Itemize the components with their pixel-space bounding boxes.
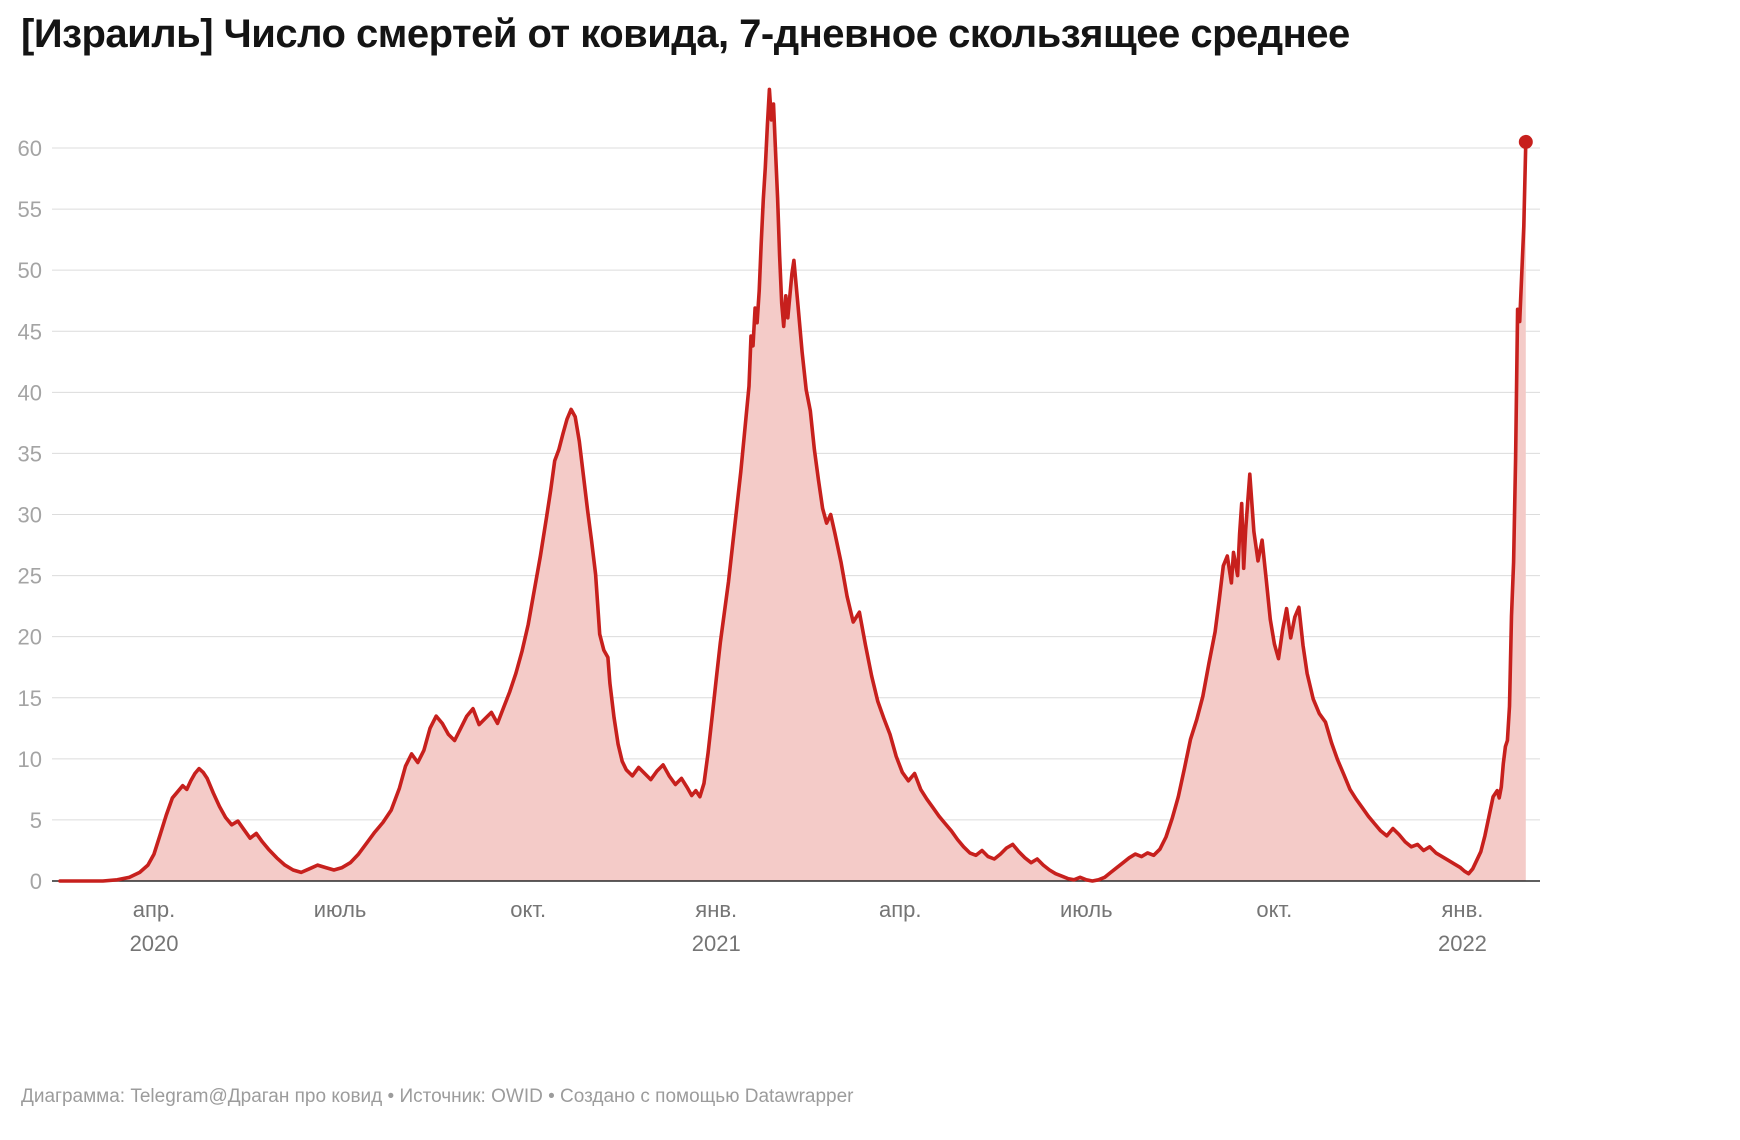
x-tick-label: апр.	[879, 897, 922, 922]
y-tick-label: 5	[30, 808, 42, 833]
y-tick-label: 30	[18, 503, 42, 528]
end-point-dot	[1518, 134, 1533, 149]
x-tick-label: апр.	[133, 897, 176, 922]
x-tick-label: окт.	[510, 897, 546, 922]
x-year-label: 2020	[130, 931, 179, 956]
y-tick-label: 45	[18, 319, 42, 344]
y-tick-label: 0	[30, 869, 42, 894]
y-tick-label: 35	[18, 441, 42, 466]
x-tick-label: июль	[1060, 897, 1113, 922]
x-tick-label: окт.	[1256, 897, 1292, 922]
chart-footer: Диаграмма: Telegram@Драган про ковид • И…	[21, 1086, 854, 1107]
area-fill	[60, 89, 1526, 881]
trend-line	[58, 87, 1528, 883]
y-tick-label: 20	[18, 625, 42, 650]
x-tick-label: июль	[314, 897, 367, 922]
y-tick-label: 25	[18, 564, 42, 589]
x-tick-label: янв.	[695, 897, 737, 922]
y-tick-label: 55	[18, 197, 42, 222]
x-year-label: 2021	[692, 931, 741, 956]
x-tick-label: янв.	[1442, 897, 1484, 922]
x-year-label: 2022	[1438, 931, 1487, 956]
y-tick-label: 10	[18, 747, 42, 772]
y-tick-label: 15	[18, 686, 42, 711]
chart-title: [Израиль] Число смертей от ковида, 7-дне…	[21, 12, 1350, 56]
y-tick-label: 40	[18, 380, 42, 405]
y-tick-label: 60	[18, 136, 42, 161]
y-tick-label: 50	[18, 258, 42, 283]
